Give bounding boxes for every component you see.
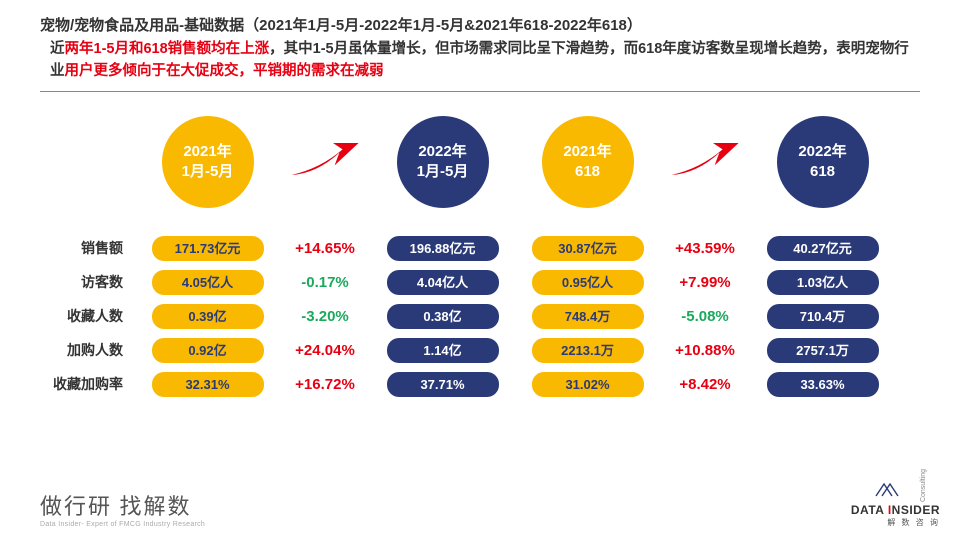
period-circle-2021-618: 2021年618 [542,116,634,208]
delta-percent: -0.17% [270,274,380,291]
delta-percent: +14.65% [270,240,380,257]
up-arrow-icon [285,134,365,184]
circle-line1: 2021年 [563,142,611,162]
subtitle-highlight: 两年1-5月和618销售额均在上涨 [65,41,270,57]
page-subtitle: 近两年1-5月和618销售额均在上涨，其中1-5月虽体量增长，但市场需求同比呈下… [40,35,920,92]
value-pill: 33.63% [767,372,879,397]
value-pill: 2757.1万 [767,338,879,363]
period-circle-2022-jan-may: 2022年1月-5月 [397,116,489,208]
value-pill: 0.95亿人 [532,270,644,295]
circle-line2: 1月-5月 [417,162,469,182]
footer-left-brand: 做行研 找解数 Data Insider- Expert of FMCG Ind… [40,489,205,528]
table-row: 加购人数 0.92亿 +24.04% 1.14亿 2213.1万 +10.88% 2757.… [0,338,960,363]
delta-percent: +43.59% [650,240,760,257]
value-pill: 37.71% [387,372,499,397]
period-circle-2021-jan-may: 2021年1月-5月 [162,116,254,208]
data-table: 销售额 171.73亿元 +14.65% 196.88亿元 30.87亿元 +43.59%… [0,208,960,397]
footer-slogan-en: Data Insider- Expert of FMCG Industry Re… [40,521,205,528]
row-label: 收藏人数 [0,306,145,326]
value-pill: 40.27亿元 [767,236,879,261]
footer: 做行研 找解数 Data Insider- Expert of FMCG Ind… [40,482,940,528]
table-row: 收藏人数 0.39亿 -3.20% 0.38亿 748.4万 -5.08% 710.4万 [0,304,960,329]
value-pill: 30.87亿元 [532,236,644,261]
subtitle-highlight: 用户更多倾向于在大促成交，平销期的需求在减弱 [65,63,384,79]
value-pill: 710.4万 [767,304,879,329]
value-pill: 0.92亿 [152,338,264,363]
footer-slogan-cn: 做行研 找解数 [40,489,205,521]
value-pill: 32.31% [152,372,264,397]
footer-brand-cn: 解 数 咨 询 [851,517,940,528]
delta-percent: -3.20% [270,308,380,325]
row-label: 加购人数 [0,340,145,360]
table-row: 访客数 4.05亿人 -0.17% 4.04亿人 0.95亿人 +7.99% 1.03亿人 [0,270,960,295]
subtitle-part: 近 [50,41,65,57]
delta-percent: +8.42% [650,376,760,393]
row-label: 访客数 [0,272,145,292]
value-pill: 4.05亿人 [152,270,264,295]
circle-line2: 618 [798,162,846,182]
delta-percent: +10.88% [650,342,760,359]
circle-line2: 618 [563,162,611,182]
table-row: 收藏加购率 32.31% +16.72% 37.71% 31.02% +8.42% 33.6… [0,372,960,397]
value-pill: 31.02% [532,372,644,397]
row-label: 销售额 [0,238,145,258]
delta-percent: +16.72% [270,376,380,393]
footer-consulting: Consulting [920,469,927,502]
period-circle-2022-618: 2022年618 [777,116,869,208]
page-title: 宠物/宠物食品及用品-基础数据（2021年1月-5月-2022年1月-5月&20… [40,14,920,35]
delta-percent: -5.08% [650,308,760,325]
delta-percent: +24.04% [270,342,380,359]
period-circles-row: 2021年1月-5月 2022年1月-5月 2021年618 2022年618 [0,98,960,208]
circle-line2: 1月-5月 [182,162,234,182]
value-pill: 0.38亿 [387,304,499,329]
circle-line1: 2021年 [182,142,234,162]
row-label: 收藏加购率 [0,374,145,394]
value-pill: 2213.1万 [532,338,644,363]
value-pill: 4.04亿人 [387,270,499,295]
circle-line1: 2022年 [798,142,846,162]
footer-brand-en: DATA INSIDER [851,503,940,517]
value-pill: 1.14亿 [387,338,499,363]
value-pill: 0.39亿 [152,304,264,329]
value-pill: 748.4万 [532,304,644,329]
circle-line1: 2022年 [417,142,469,162]
value-pill: 1.03亿人 [767,270,879,295]
up-arrow-icon [665,134,745,184]
delta-percent: +7.99% [650,274,760,291]
value-pill: 196.88亿元 [387,236,499,261]
table-row: 销售额 171.73亿元 +14.65% 196.88亿元 30.87亿元 +43.59%… [0,236,960,261]
value-pill: 171.73亿元 [152,236,264,261]
footer-right-brand: Consulting DATA INSIDER 解 数 咨 询 [851,482,940,528]
brand-logo-icon [874,482,900,498]
